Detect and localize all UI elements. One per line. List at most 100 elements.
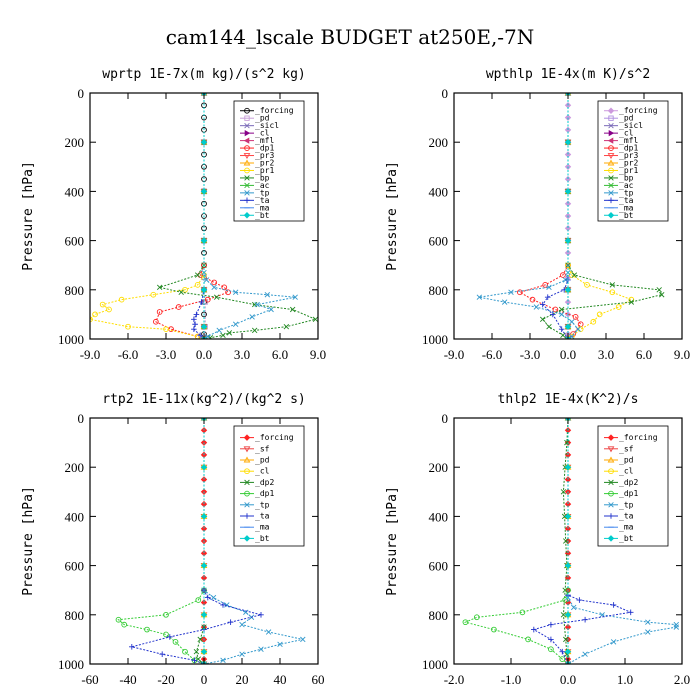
- series-point_dp2: [560, 489, 567, 495]
- legend-label: _ac: [255, 181, 270, 190]
- series-point_tp: [239, 621, 245, 628]
- legend-box: [597, 425, 669, 547]
- legend-marker: [607, 159, 615, 166]
- legend-label: _forcing: [619, 433, 658, 442]
- series-point_pr1: [118, 296, 125, 303]
- legend-marker: [244, 107, 250, 114]
- series-point_bt: [564, 562, 572, 569]
- legend-marker: [243, 446, 251, 453]
- legend-label: _cl: [255, 467, 270, 476]
- legend-marker: [243, 535, 251, 542]
- series-point_ta: [548, 621, 554, 628]
- series-point_dp2: [193, 648, 200, 655]
- x-tick-label: 60: [312, 672, 325, 687]
- x-tick-label: -2.0: [444, 672, 465, 687]
- legend-marker: [607, 434, 615, 441]
- legend-label: _dp1: [619, 144, 638, 153]
- y-tick-label: 600: [429, 234, 449, 249]
- series-point_tp: [232, 289, 239, 295]
- legend-box: [233, 425, 305, 547]
- series-point_pr1: [590, 318, 597, 325]
- series-point_bp: [546, 323, 552, 330]
- legend-label: _dp2: [619, 478, 638, 487]
- legend-marker: [608, 502, 614, 508]
- legend-marker: [244, 175, 250, 181]
- legend-marker: [244, 502, 250, 508]
- series-point_dp1: [225, 289, 231, 296]
- legend-marker: [607, 446, 615, 453]
- y-tick-label: 400: [65, 184, 85, 199]
- legend-marker: [244, 490, 250, 497]
- y-tick-label: 200: [429, 460, 449, 475]
- series-line_pd: [203, 93, 206, 339]
- legend-label: _ma: [255, 203, 270, 212]
- x-tick-label: -20: [157, 672, 174, 687]
- series-point_bt: [200, 611, 208, 619]
- series-point_ta: [558, 326, 565, 332]
- legend-marker: [244, 145, 250, 151]
- series-point_ta: [205, 594, 211, 601]
- series-point_bt: [564, 237, 572, 244]
- series-point_dp1: [182, 648, 188, 655]
- y-tick-label: 800: [429, 283, 449, 298]
- series-point_dp2: [563, 538, 569, 544]
- x-tick-label: -60: [81, 672, 98, 687]
- series-point_tp: [673, 621, 680, 628]
- legend-marker: [243, 159, 251, 166]
- series-line_ta: [542, 93, 569, 339]
- x-tick-label: 6.0: [272, 347, 288, 362]
- series-point_tp: [268, 306, 274, 313]
- series-point_dp1: [175, 304, 182, 310]
- legend-marker: [244, 197, 250, 204]
- x-tick-label: 9.0: [310, 347, 326, 362]
- series-point_ta: [191, 326, 197, 332]
- legend: _forcing _sf _pd _cl _dp2 _dp1 _tp _ta _ma _bt: [233, 425, 305, 547]
- panel-title: thlp2 1E-4x(K^2)/s: [498, 392, 639, 407]
- legend-label: _pr2: [619, 159, 638, 168]
- y-tick-label: 1000: [58, 657, 84, 672]
- series-point_dp1: [525, 636, 531, 643]
- x-tick-label: 3.0: [234, 347, 250, 362]
- series-point_bt: [564, 138, 572, 146]
- x-tick-label: -6.0: [482, 347, 503, 362]
- legend-label: _cl: [619, 129, 634, 138]
- series-point_pr1: [615, 304, 622, 310]
- series-point_pr1: [577, 326, 584, 333]
- series-point_tp: [673, 624, 680, 630]
- legend-label: _tp: [255, 188, 270, 197]
- legend-label: _ta: [255, 196, 270, 205]
- series-point_ta: [531, 626, 537, 633]
- series-point_bp: [220, 332, 226, 339]
- legend-marker: [244, 468, 250, 475]
- legend-label: _sf: [255, 444, 270, 453]
- legend-marker: [243, 137, 250, 144]
- series-point_dp1: [156, 309, 163, 315]
- series-point_bp: [156, 284, 163, 291]
- series-point_tp: [254, 301, 260, 308]
- series-point_tp: [582, 651, 588, 657]
- series-point_ta: [159, 651, 165, 657]
- series-point_tp: [570, 604, 577, 611]
- series-point_pr1: [163, 326, 169, 333]
- legend-label: _cl: [255, 129, 270, 138]
- series-point_dp1: [517, 289, 523, 296]
- series-point_bt: [200, 562, 208, 569]
- plot-panel-1: wprtp 1E-7x(m kg)/(s^2 kg) Pressure [hPa]…: [21, 67, 326, 362]
- legend-marker: [608, 190, 614, 196]
- legend-marker: [607, 456, 615, 463]
- legend-label: _pr3: [619, 151, 638, 160]
- series-point_tp: [203, 277, 210, 283]
- x-tick-label: -1.0: [501, 672, 522, 687]
- series-point_dp1: [548, 646, 554, 653]
- series-point_tp: [232, 321, 239, 327]
- legend-label: _cl: [619, 467, 634, 476]
- legend-label: _dp1: [255, 489, 274, 498]
- figure-title: cam144_lscale BUDGET at250E,-7N: [166, 25, 535, 49]
- series-point_ta: [193, 311, 200, 318]
- legend-label: _bp: [619, 173, 634, 182]
- x-tick-label: -9.0: [444, 347, 465, 362]
- series-point_dp2: [561, 513, 568, 520]
- series-point_ta: [627, 609, 634, 616]
- series-point_pr1: [99, 301, 106, 308]
